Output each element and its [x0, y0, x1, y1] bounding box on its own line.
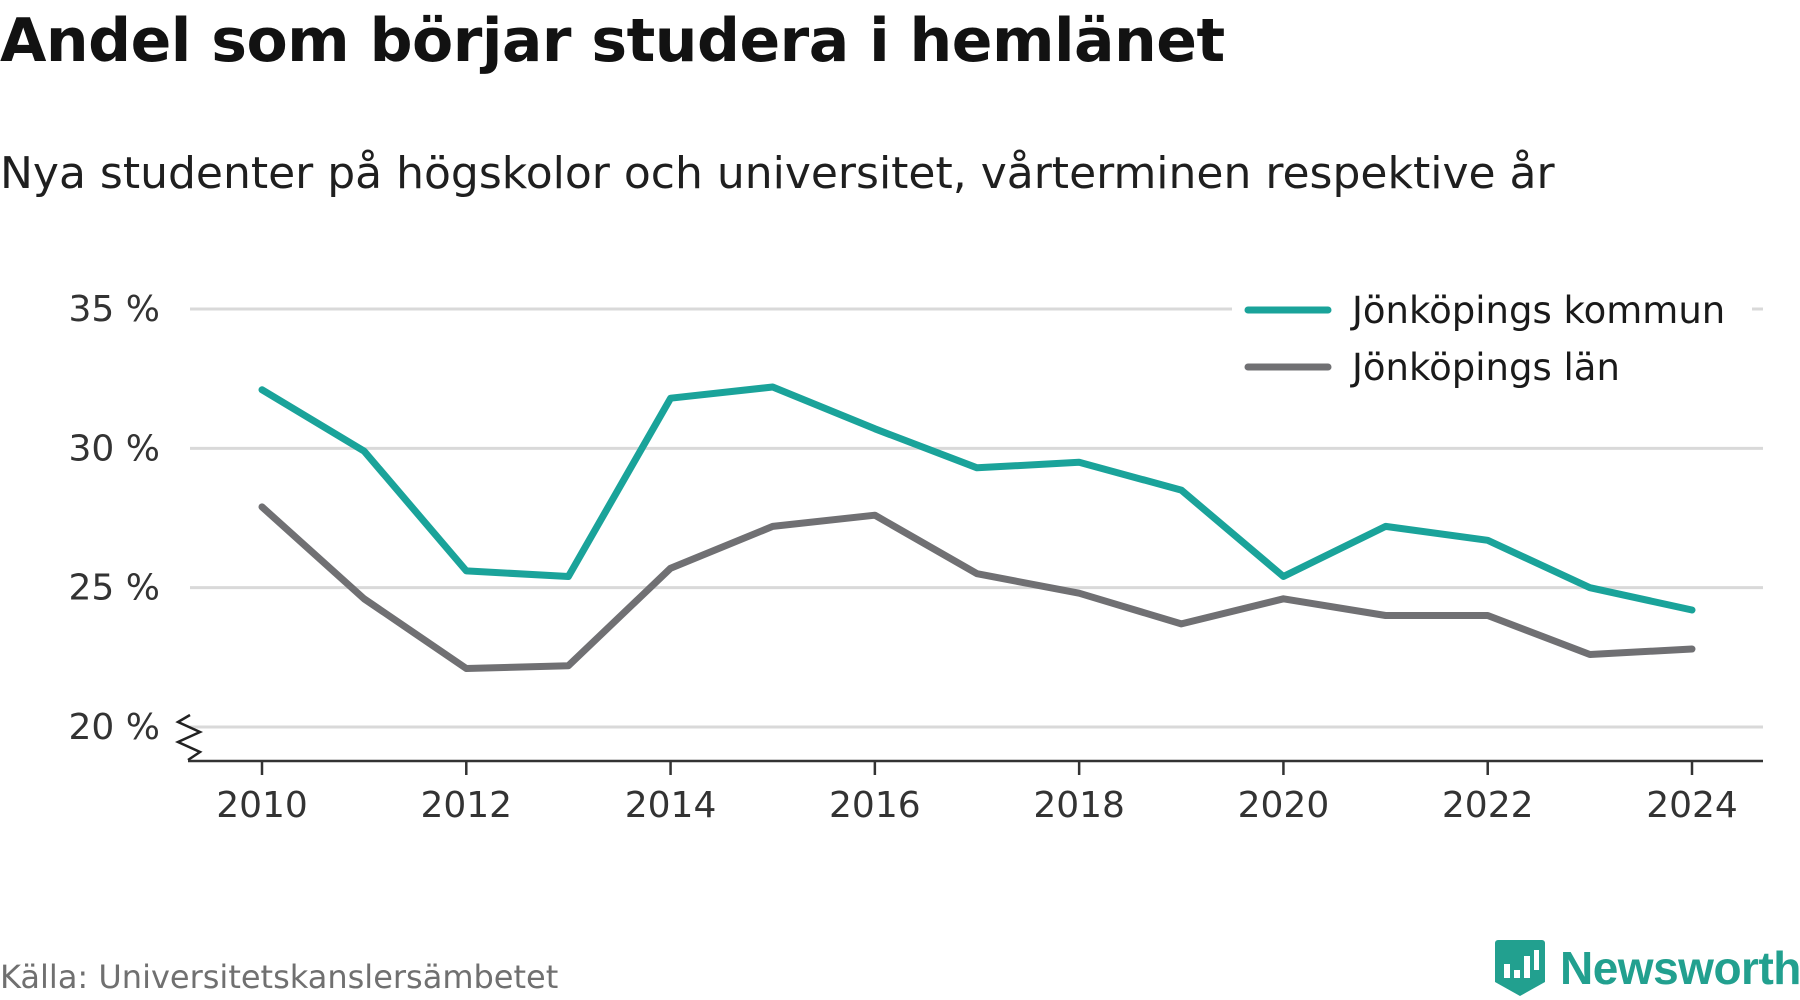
x-tick-label: 2018 — [1033, 785, 1125, 826]
source-note: Källa: Universitetskanslersämbetet — [0, 958, 559, 996]
x-tick-label: 2022 — [1442, 785, 1534, 826]
x-tick-label: 2014 — [625, 785, 717, 826]
x-tick-label: 2024 — [1646, 785, 1738, 826]
legend-label: Jönköpings län — [1350, 346, 1620, 389]
x-tick-label: 2010 — [216, 785, 308, 826]
series-line-kommun — [258, 383, 1696, 614]
y-tick-label: 25 % — [69, 568, 160, 609]
x-tick-label: 2016 — [829, 785, 921, 826]
logo-text: Newsworthy — [1560, 942, 1800, 994]
chart-subtitle: Nya studenter på högskolor och universit… — [0, 148, 1555, 199]
chart-title: Andel som börjar studera i hemlänet — [0, 6, 1225, 76]
y-tick-label: 35 % — [69, 289, 160, 330]
y-tick-label: 30 % — [69, 428, 160, 469]
bar-chart-icon — [1495, 940, 1545, 996]
x-tick-label: 2020 — [1238, 785, 1330, 826]
y-axis-break — [174, 713, 204, 762]
series-line-lan — [258, 503, 1696, 672]
legend-label: Jönköpings kommun — [1350, 289, 1725, 332]
y-tick-label: 20 % — [69, 707, 160, 748]
x-tick-label: 2012 — [420, 785, 512, 826]
legend-background — [1232, 282, 1752, 392]
newsworthy-logo: Newsworthy — [1494, 938, 1800, 998]
